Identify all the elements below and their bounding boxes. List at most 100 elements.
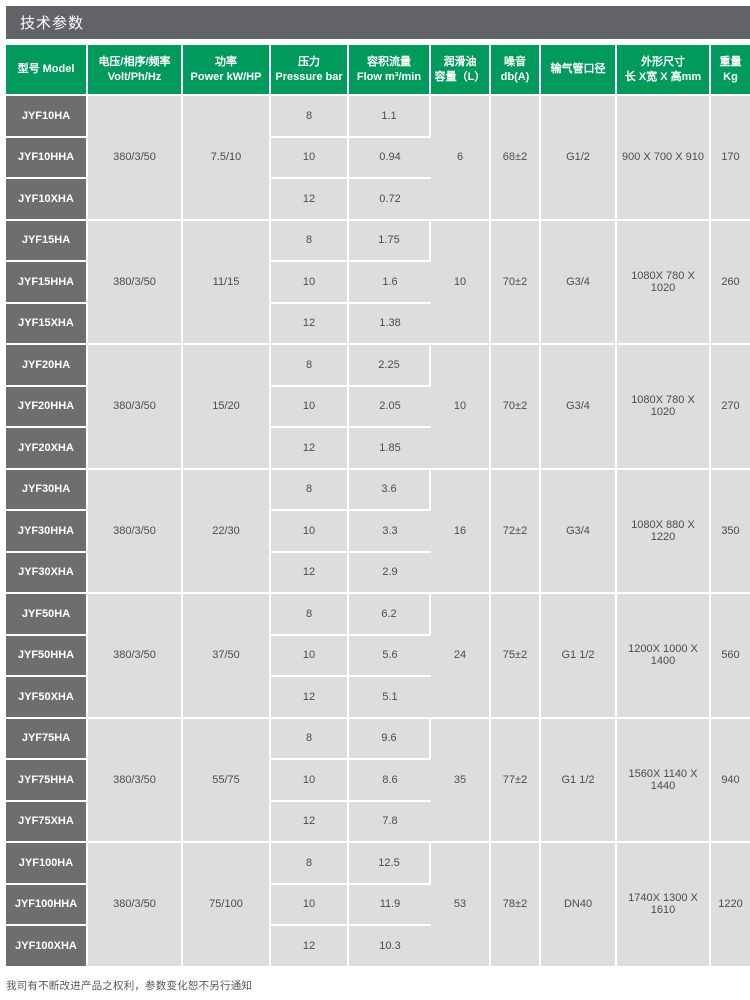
dimension-cell: 1740X 1300 X 1610 [617,843,711,968]
dimension-cell: 1080X 880 X 1220 [617,469,711,594]
column-header-line2: 长 X宽 X 高mm [624,70,702,83]
flow-cell: 1.75 [349,220,431,262]
column-header-line2: Power kW/HP [190,70,262,83]
model-cell: JYF30XHA [6,552,88,594]
pipe-cell: G1 1/2 [541,594,617,719]
flow-cell: 12.5 [349,843,431,885]
pressure-cell: 8 [271,843,349,885]
model-cell: JYF30HA [6,469,88,511]
flow-cell: 3.3 [349,511,431,553]
column-header-pressure: 压力 Pressure bar [271,45,349,96]
model-cell: JYF100HA [6,843,88,885]
pressure-cell: 12 [271,428,349,470]
power-cell: 11/15 [183,220,271,345]
column-header-line2: 容量（L） [434,70,486,83]
power-cell: 55/75 [183,718,271,843]
flow-cell: 10.3 [349,926,431,968]
model-cell: JYF10XHA [6,179,88,221]
oil-cell: 24 [431,594,491,719]
table-row: JYF15HA 380/3/50 11/15 8 1.75 10 70±2 G3/4 1080X… [6,220,750,345]
column-header-power: 功率 Power kW/HP [183,45,271,96]
column-header-noise: 噪音 db(A) [491,45,541,96]
column-header-line2: Kg [723,70,738,83]
flow-cell: 3.6 [349,469,431,511]
column-header-line1: 压力 [298,55,320,68]
table-row: JYF30XHA 12 2.9 [6,552,750,594]
table-row: JYF15HHA 10 1.6 [6,262,750,304]
oil-cell: 6 [431,96,491,221]
table-row: JYF50HHA 10 5.6 [6,635,750,677]
pressure-cell: 12 [271,303,349,345]
weight-cell: 940 [711,718,750,843]
column-header-line2: db(A) [500,70,530,83]
oil-cell: 10 [431,220,491,345]
flow-cell: 5.1 [349,677,431,719]
spec-table-container: 型号 Model 电压/相序/频率 Volt/Ph/Hz 功率 Power kW/HP 压… [6,45,750,968]
pressure-cell: 12 [271,677,349,719]
column-header-line1: 润滑油 [443,55,477,68]
pressure-cell: 10 [271,511,349,553]
table-row: JYF50XHA 12 5.1 [6,677,750,719]
column-header-line1: 噪音 [504,55,526,68]
table-row: JYF30HA 380/3/50 22/30 8 3.6 16 72±2 G3/4 1080X … [6,469,750,594]
table-row: JYF30HHA 10 3.3 [6,511,750,553]
table-header: 型号 Model 电压/相序/频率 Volt/Ph/Hz 功率 Power kW/HP 压… [6,45,750,96]
column-header-line1: 外形尺寸 [641,55,685,68]
column-header-dimension: 外形尺寸长 X宽 X 高mm [617,45,711,96]
column-header-line1: 电压/相序/频率 [98,55,171,68]
noise-cell: 78±2 [491,843,541,968]
noise-cell: 70±2 [491,345,541,470]
table-row: JYF75XHA 12 7.8 [6,801,750,843]
model-cell: JYF50HA [6,594,88,636]
footnote: 我司有不断改进产品之权利，参数变化恕不另行通知 [6,980,253,992]
dimension-cell: 1560X 1140 X 1440 [617,718,711,843]
table-row: JYF20XHA 12 1.85 [6,428,750,470]
oil-cell: 35 [431,718,491,843]
noise-cell: 72±2 [491,469,541,594]
model-cell: JYF50XHA [6,677,88,719]
flow-cell: 1.6 [349,262,431,304]
flow-cell: 0.94 [349,137,431,179]
pressure-cell: 8 [271,345,349,387]
model-cell: JYF30HHA [6,511,88,553]
table-row: JYF100XHA 12 10.3 [6,926,750,968]
flow-cell: 7.8 [349,801,431,843]
pressure-cell: 10 [271,137,349,179]
model-cell: JYF75HHA [6,760,88,802]
dimension-cell: 1080X 780 X 1020 [617,345,711,470]
volt-cell: 380/3/50 [88,96,183,221]
flow-cell: 6.2 [349,594,431,636]
model-cell: JYF75XHA [6,801,88,843]
model-cell: JYF15HHA [6,262,88,304]
flow-cell: 9.6 [349,718,431,760]
weight-cell: 560 [711,594,750,719]
pressure-cell: 8 [271,594,349,636]
page-title: 技术参数 [20,15,85,32]
flow-cell: 2.05 [349,386,431,428]
pressure-cell: 12 [271,179,349,221]
flow-cell: 8.6 [349,760,431,802]
table-row: JYF10HA 380/3/50 7.5/10 8 1.1 6 68±2 G1/2 900 X … [6,96,750,221]
column-header-line1: 功率 [215,55,237,68]
table-row: JYF75HHA 10 8.6 [6,760,750,802]
pipe-cell: G3/4 [541,220,617,345]
model-cell: JYF100HHA [6,884,88,926]
pressure-cell: 8 [271,96,349,138]
volt-cell: 380/3/50 [88,220,183,345]
spec-table: 型号 Model 电压/相序/频率 Volt/Ph/Hz 功率 Power kW/HP 压… [6,45,750,968]
flow-cell: 1.38 [349,303,431,345]
power-cell: 75/100 [183,843,271,968]
pipe-cell: G1/2 [541,96,617,221]
column-header-flow: 容积流量 Flow m³/min [349,45,431,96]
pressure-cell: 8 [271,718,349,760]
column-header-pipe: 输气管口径 [541,45,617,96]
pressure-cell: 10 [271,635,349,677]
model-cell: JYF15XHA [6,303,88,345]
power-cell: 22/30 [183,469,271,594]
column-header-line2: Flow m³/min [356,70,422,83]
pressure-cell: 10 [271,760,349,802]
pipe-cell: DN40 [541,843,617,968]
column-header-oil: 润滑油容量（L） [431,45,491,96]
volt-cell: 380/3/50 [88,594,183,719]
